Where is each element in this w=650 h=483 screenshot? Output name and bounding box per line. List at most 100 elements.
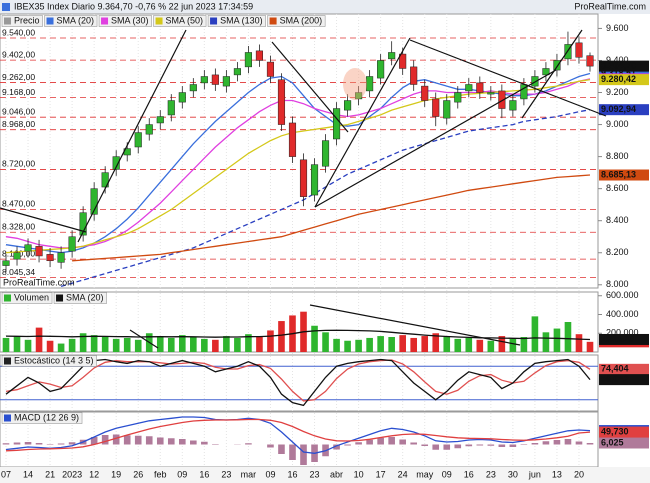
x-tick-label: abr [330,469,343,479]
candle-body [366,76,374,92]
histogram-bar [388,437,395,445]
candle-body [255,50,263,61]
y-tick-label: 8.000 [606,279,629,289]
macd-line [5,416,591,454]
histogram-bar [531,443,539,445]
volume-bar [190,337,197,352]
volume-bar [311,325,318,352]
legend-entry [153,15,207,27]
brand: ProRealTime.com [574,1,646,11]
legend-swatch [4,17,11,25]
x-tick-label: 07 [1,469,11,479]
candle-body [299,159,308,197]
histogram-bar [212,444,219,445]
x-tick-label: 09 [265,469,275,479]
candle-body [211,74,219,85]
last-value-label: 9.318,51 [601,68,636,78]
x-tick-label: 12 [89,469,99,479]
histogram-bar [509,444,517,447]
candle-body [432,98,440,117]
candle-body [388,52,396,60]
volume-bar [432,333,440,352]
volume-sma-line [5,329,591,341]
legend-label: MACD (12 26 9) [14,412,79,422]
x-tick-label: 16 [464,469,474,479]
x-tick-label: 16 [287,469,297,479]
volume-bar [178,335,186,352]
volume-bar [542,332,550,352]
candle-body [90,188,98,215]
candle-body [233,68,241,76]
candle-body [355,92,363,100]
candle-body [586,55,594,67]
y-tick-label: 9.600 [606,23,629,33]
last-value-label: 9.364,70 [601,60,636,70]
legend-entry [1,412,83,424]
volume-bar [245,334,252,352]
candle-body [377,60,385,79]
histogram-bar [123,435,131,445]
candle-body [200,76,208,84]
x-tick-label: 16 [199,469,209,479]
candle-body [509,100,517,111]
candle-body [454,92,462,103]
x-tick-label: may [416,469,434,479]
legend-swatch [101,17,109,25]
legend-entry [1,355,97,367]
candle-body [145,124,153,135]
candle-body [344,100,352,111]
volume-bar [134,339,142,352]
last-value-box [599,60,649,72]
volume-bar [79,333,87,352]
histogram-bar [68,442,76,445]
volume-bar [344,340,351,352]
x-tick-label: 09 [177,469,187,479]
histogram-bar [399,439,406,445]
last-value-label: 6,025 [601,437,624,447]
x-tick-label: 21 [45,469,55,479]
x-tick-label: 23 [310,469,320,479]
legend-label: SMA (200) [280,15,323,25]
x-tick-label: 23 [486,469,496,479]
histogram-bar [190,440,197,445]
level-label: 8.328,00 [2,221,35,231]
candle-body [531,76,539,87]
candle-body [575,42,583,58]
trendline [409,39,607,117]
volume-bar [212,339,219,352]
legend-entry [53,292,107,304]
volume-bar [267,330,274,352]
volume-bar [476,339,484,352]
histogram-bar [355,442,362,445]
sma-line [72,174,591,262]
legend-label: Volumen [14,292,49,302]
volume-bar [46,340,54,352]
macd-line [5,418,591,452]
trendline [129,329,159,349]
histogram-bar [410,442,418,445]
legend-swatch [56,294,64,302]
legend-swatch [46,17,54,25]
candle-body [564,44,572,60]
last-value-box [599,333,649,345]
volume-bar [278,321,285,352]
last-value-label: 74,404 [601,364,629,374]
x-tick-label: 19 [111,469,121,479]
volume-bar [223,336,230,352]
header-icon [2,3,10,11]
y-tick-label: 8.600 [606,183,629,193]
legend-entry [1,15,43,27]
volume-bar [355,339,362,352]
x-tick-label: 20 [574,469,584,479]
volume-bar [498,336,506,352]
volume-bar [531,316,539,352]
legend-entry [98,15,152,27]
legend-swatch [4,414,11,422]
x-tick-label: 14 [23,469,33,479]
candle-body [244,52,252,68]
histogram-bar [112,434,120,445]
last-value-label: 8.685,13 [601,169,636,179]
volume-bar [443,337,451,352]
legend-label: Precio [14,15,40,25]
histogram-bar [13,442,21,445]
